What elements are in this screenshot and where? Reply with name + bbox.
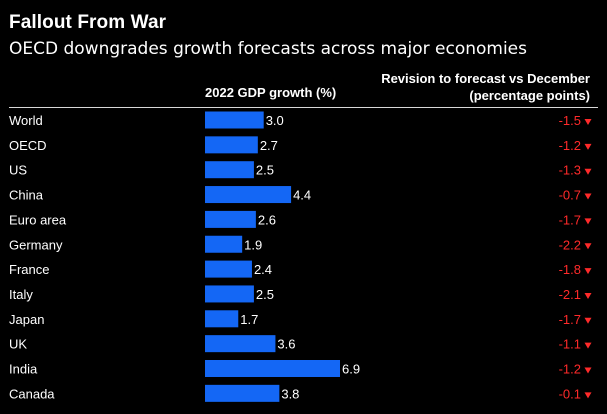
- gdp-bar-india: [205, 360, 340, 377]
- revision-value-japan: -1.7: [559, 312, 581, 327]
- gdp-bar-oecd: [205, 136, 258, 154]
- chart-subtitle: OECD downgrades growth forecasts across …: [9, 39, 528, 59]
- revision-value-france: -1.8: [559, 262, 581, 277]
- revision-down-triangle-icon-italy: [584, 292, 592, 299]
- category-label-world: World: [9, 113, 43, 128]
- revision-value-world: -1.5: [559, 113, 581, 128]
- revision-value-china: -0.7: [559, 188, 581, 203]
- revision-down-triangle-icon-canada: [584, 392, 592, 399]
- revision-down-triangle-icon-oecd: [584, 143, 592, 150]
- revision-value-canada: -0.1: [559, 386, 581, 401]
- gdp-value-label-euro-area: 2.6: [258, 212, 276, 227]
- category-label-italy: Italy: [9, 287, 33, 302]
- revision-value-euro-area: -1.7: [559, 212, 581, 227]
- gdp-value-label-italy: 2.5: [256, 287, 274, 302]
- revision-column-header-line2: (percentage points): [469, 88, 590, 103]
- revision-down-triangle-icon-germany: [584, 243, 592, 250]
- gdp-value-label-uk: 3.6: [277, 337, 295, 352]
- revision-down-triangle-icon-euro-area: [584, 218, 592, 225]
- revision-down-triangle-icon-france: [584, 268, 592, 275]
- gdp-bar-italy: [205, 285, 254, 303]
- gdp-bar-france: [205, 260, 252, 278]
- gdp-bar-canada: [205, 384, 280, 402]
- category-label-germany: Germany: [9, 237, 63, 252]
- revision-column-header: Revision to forecast vs December (percen…: [381, 70, 590, 104]
- revision-down-triangle-icon-us: [584, 168, 592, 175]
- gdp-value-label-india: 6.9: [342, 362, 360, 377]
- revision-down-triangle-icon-uk: [584, 342, 592, 349]
- gdp-value-label-germany: 1.9: [244, 237, 262, 252]
- gdp-value-label-canada: 3.8: [281, 386, 299, 401]
- category-label-india: India: [9, 362, 38, 377]
- gdp-bar-euro-area: [205, 210, 256, 228]
- gdp-bar-world: [205, 111, 264, 129]
- revision-column-header-line1: Revision to forecast vs December: [381, 71, 590, 86]
- chart-title: Fallout From War: [9, 12, 167, 33]
- header-divider: [9, 107, 598, 108]
- revision-down-triangle-icon-world: [584, 119, 592, 125]
- gdp-bar-japan: [205, 310, 239, 328]
- revision-value-oecd: -1.2: [559, 138, 581, 153]
- category-label-oecd: OECD: [9, 138, 47, 153]
- gdp-value-label-oecd: 2.7: [260, 138, 278, 153]
- gdp-column-header: 2022 GDP growth (%): [205, 85, 337, 100]
- category-label-euro-area: Euro area: [9, 212, 67, 227]
- gdp-value-label-japan: 1.7: [240, 312, 258, 327]
- category-label-china: China: [9, 188, 44, 203]
- revision-down-triangle-icon-india: [584, 367, 592, 374]
- category-label-france: France: [9, 262, 49, 277]
- gdp-bar-china: [205, 186, 292, 204]
- revision-down-triangle-icon-china: [584, 193, 592, 200]
- gdp-bar-uk: [205, 335, 276, 353]
- gdp-value-label-us: 2.5: [256, 163, 274, 178]
- category-label-japan: Japan: [9, 312, 44, 327]
- revision-value-us: -1.3: [559, 163, 581, 178]
- gdp-bar-germany: [205, 235, 243, 253]
- revision-value-india: -1.2: [559, 362, 581, 377]
- revision-value-germany: -2.2: [559, 237, 581, 252]
- gdp-bar-us: [205, 161, 254, 179]
- category-label-uk: UK: [9, 337, 27, 352]
- gdp-value-label-world: 3.0: [266, 113, 284, 128]
- revision-value-italy: -2.1: [559, 287, 581, 302]
- category-label-us: US: [9, 163, 27, 178]
- category-label-canada: Canada: [9, 386, 55, 401]
- gdp-value-label-china: 4.4: [293, 188, 311, 203]
- gdp-value-label-france: 2.4: [254, 262, 272, 277]
- revision-value-uk: -1.1: [559, 337, 581, 352]
- revision-down-triangle-icon-japan: [584, 317, 592, 324]
